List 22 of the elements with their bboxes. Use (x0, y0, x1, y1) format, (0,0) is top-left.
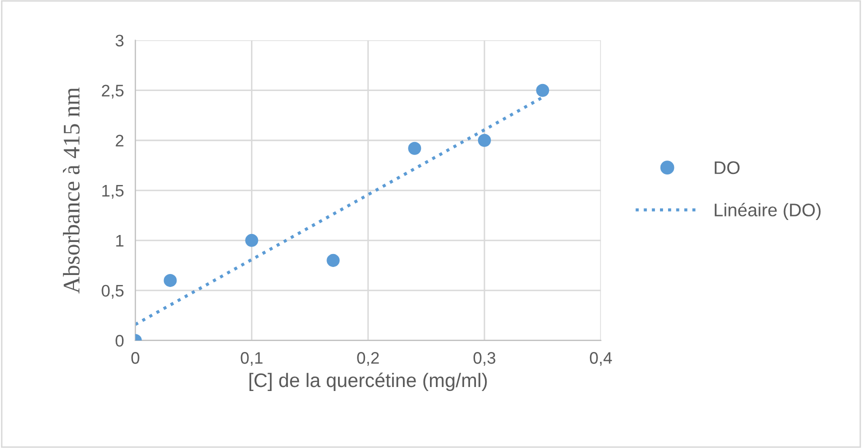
point (408, 142, 422, 155)
point (478, 134, 491, 147)
y-tick-label: 3 (116, 34, 124, 47)
x-tick-label: 0,2 (357, 352, 379, 366)
y-tick-label: 1 (116, 235, 124, 246)
legend-label: Linéaire (DO) (714, 202, 821, 220)
y-tick-label: 1,5 (102, 184, 124, 199)
y-axis-title: Absorbance à 415 nm (62, 88, 80, 294)
y-tick-label: 0,5 (102, 284, 124, 299)
y-tick-label: 2,5 (102, 84, 124, 99)
x-axis-title: [C] de la quercétine (mg/ml) (250, 372, 487, 392)
legend-label: DO (714, 161, 740, 174)
x-tick-label: 0 (131, 352, 140, 364)
x-tick-label: 0,1 (240, 352, 262, 366)
point (245, 234, 258, 247)
x-tick-label: 0,4 (590, 352, 612, 366)
x-tick-label: 0,3 (474, 352, 496, 366)
y-tick-label: 2 (116, 134, 124, 146)
point (536, 84, 550, 97)
point (326, 254, 340, 267)
point (164, 274, 177, 287)
y-tick-label: 0 (116, 334, 124, 347)
